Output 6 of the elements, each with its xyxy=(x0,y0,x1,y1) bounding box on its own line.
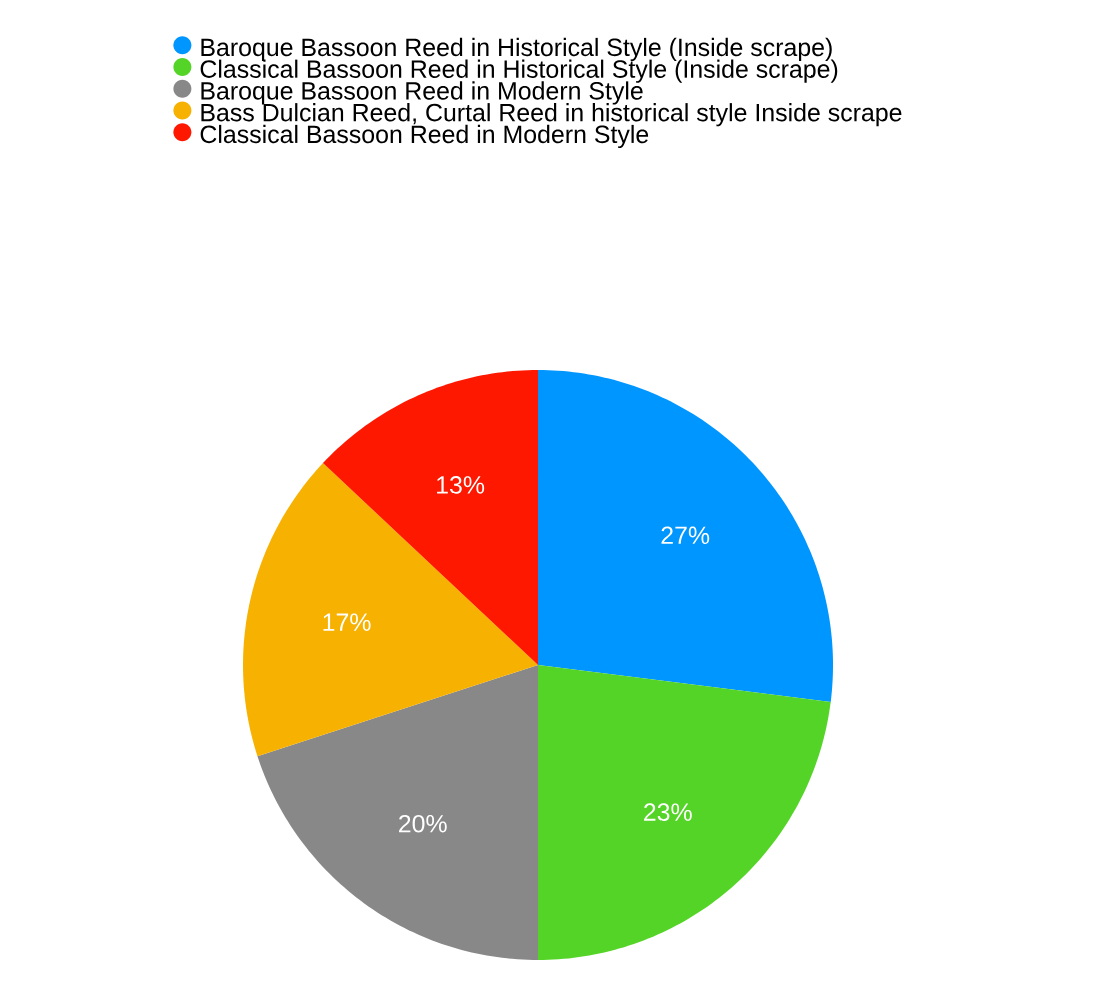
data-label: 23% xyxy=(644,803,692,821)
legend-label: Classical Bassoon Reed in Modern Style xyxy=(200,124,649,149)
data-label: 20% xyxy=(399,814,447,833)
data-label: 27% xyxy=(661,526,710,545)
data-label: 17% xyxy=(323,613,371,631)
data-label: 13% xyxy=(437,476,485,494)
